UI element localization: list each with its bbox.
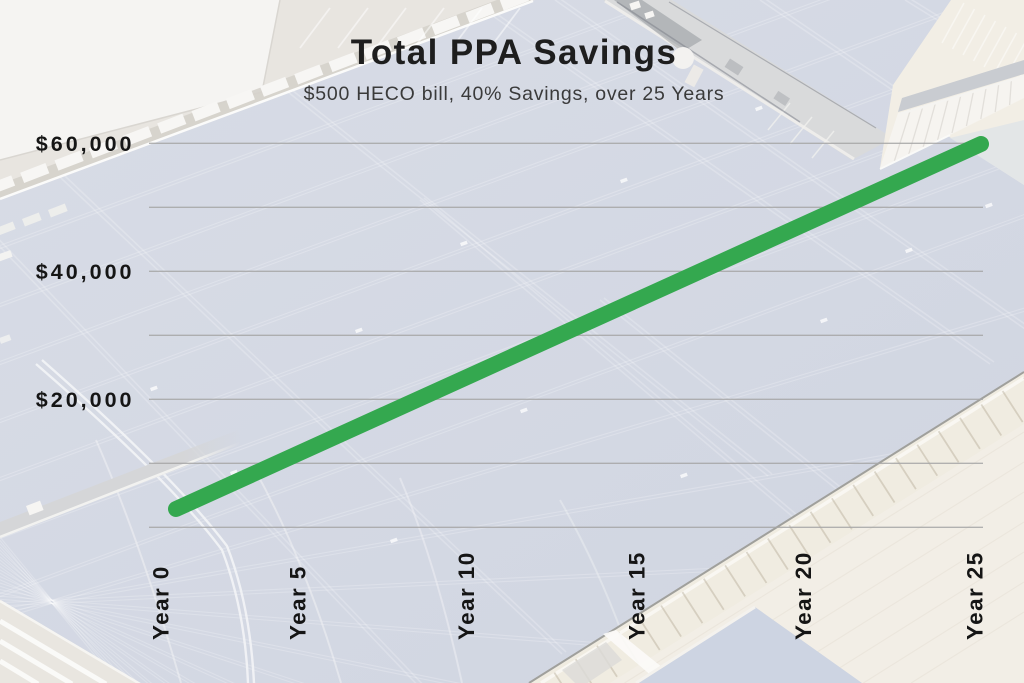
svg-text:$500 HECO bill, 40% Savings, o: $500 HECO bill, 40% Savings, over 25 Yea… bbox=[304, 83, 725, 105]
svg-text:Year 20: Year 20 bbox=[791, 551, 816, 640]
svg-text:$60,000: $60,000 bbox=[36, 132, 135, 156]
svg-text:$20,000: $20,000 bbox=[36, 388, 135, 412]
svg-text:Year 15: Year 15 bbox=[625, 551, 650, 640]
svg-text:Year 25: Year 25 bbox=[963, 551, 988, 640]
svg-text:Year 0: Year 0 bbox=[149, 565, 174, 640]
svg-text:$40,000: $40,000 bbox=[36, 260, 135, 284]
svg-text:Year 10: Year 10 bbox=[454, 551, 479, 640]
svg-text:Total PPA Savings: Total PPA Savings bbox=[351, 33, 678, 72]
svg-text:Year 5: Year 5 bbox=[286, 565, 311, 640]
